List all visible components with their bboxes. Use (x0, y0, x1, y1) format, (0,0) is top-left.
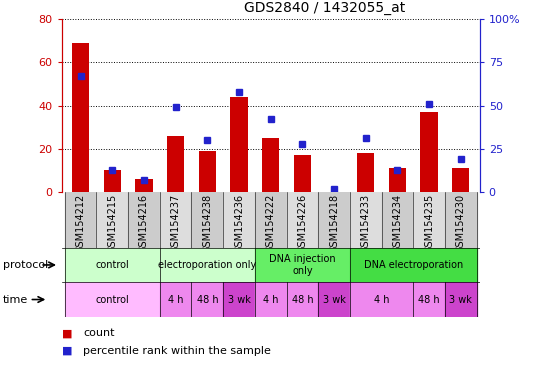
Text: GSM154222: GSM154222 (266, 194, 276, 253)
Text: electroporation only: electroporation only (158, 260, 256, 270)
Bar (262, 138, 279, 192)
Bar (160, 192, 191, 248)
Bar (350, 248, 477, 282)
Bar (357, 153, 375, 192)
Bar (128, 192, 160, 248)
Bar (160, 282, 191, 317)
Bar (318, 192, 350, 248)
Bar (389, 168, 406, 192)
Text: 4 h: 4 h (374, 295, 389, 305)
Bar (350, 282, 413, 317)
Bar (167, 136, 184, 192)
Text: control: control (95, 260, 129, 270)
Text: GSM154218: GSM154218 (329, 194, 339, 253)
Text: GSM154237: GSM154237 (170, 194, 181, 253)
Bar (65, 248, 160, 282)
Bar (65, 282, 160, 317)
Bar (65, 192, 96, 248)
Bar (382, 192, 413, 248)
Text: DNA injection
only: DNA injection only (269, 254, 336, 276)
Text: GSM154235: GSM154235 (424, 194, 434, 253)
Bar (199, 151, 216, 192)
Bar (452, 168, 470, 192)
Text: time: time (3, 295, 28, 305)
Text: 48 h: 48 h (197, 295, 218, 305)
Text: GSM154212: GSM154212 (76, 194, 86, 253)
Text: GDS2840 / 1432055_at: GDS2840 / 1432055_at (244, 2, 405, 15)
Bar (72, 43, 90, 192)
Text: protocol: protocol (3, 260, 48, 270)
Text: GSM154216: GSM154216 (139, 194, 149, 253)
Bar (191, 282, 223, 317)
Text: GSM154236: GSM154236 (234, 194, 244, 253)
Bar (191, 192, 223, 248)
Text: count: count (83, 328, 115, 338)
Bar (445, 192, 477, 248)
Text: 48 h: 48 h (418, 295, 440, 305)
Bar (160, 248, 255, 282)
Text: 48 h: 48 h (292, 295, 313, 305)
Bar (445, 282, 477, 317)
Text: 3 wk: 3 wk (449, 295, 472, 305)
Text: GSM154233: GSM154233 (361, 194, 371, 253)
Text: control: control (95, 295, 129, 305)
Text: GSM154215: GSM154215 (107, 194, 117, 253)
Bar (230, 97, 248, 192)
Bar (287, 282, 318, 317)
Text: ■: ■ (62, 346, 72, 356)
Bar (103, 170, 121, 192)
Text: 3 wk: 3 wk (228, 295, 250, 305)
Bar (255, 282, 287, 317)
Text: GSM154230: GSM154230 (456, 194, 466, 253)
Bar (413, 192, 445, 248)
Bar (413, 282, 445, 317)
Text: 4 h: 4 h (168, 295, 183, 305)
Text: GSM154226: GSM154226 (297, 194, 307, 253)
Bar (287, 192, 318, 248)
Bar (318, 282, 350, 317)
Bar (223, 192, 255, 248)
Text: percentile rank within the sample: percentile rank within the sample (83, 346, 271, 356)
Text: ■: ■ (62, 328, 72, 338)
Bar (223, 282, 255, 317)
Bar (350, 192, 382, 248)
Text: GSM154234: GSM154234 (392, 194, 403, 253)
Text: 4 h: 4 h (263, 295, 278, 305)
Bar (96, 192, 128, 248)
Bar (255, 248, 350, 282)
Text: GSM154238: GSM154238 (202, 194, 212, 253)
Bar (135, 179, 153, 192)
Bar (420, 112, 438, 192)
Text: 3 wk: 3 wk (323, 295, 346, 305)
Text: DNA electroporation: DNA electroporation (363, 260, 463, 270)
Bar (255, 192, 287, 248)
Bar (294, 155, 311, 192)
